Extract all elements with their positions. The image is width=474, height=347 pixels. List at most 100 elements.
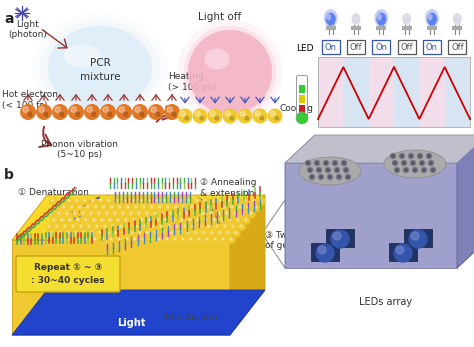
Circle shape: [88, 225, 90, 227]
Bar: [326, 26, 336, 30]
Circle shape: [402, 161, 406, 165]
Bar: [452, 26, 462, 30]
Circle shape: [106, 212, 108, 214]
Circle shape: [186, 198, 193, 205]
Text: On: On: [325, 42, 337, 51]
Circle shape: [116, 199, 118, 202]
Ellipse shape: [384, 150, 446, 178]
Circle shape: [207, 206, 209, 208]
Circle shape: [157, 204, 164, 212]
Circle shape: [196, 236, 204, 244]
Circle shape: [139, 231, 141, 234]
Circle shape: [146, 231, 149, 234]
Circle shape: [344, 168, 348, 172]
Circle shape: [343, 167, 349, 173]
Circle shape: [150, 223, 157, 231]
Circle shape: [61, 204, 69, 212]
Circle shape: [192, 109, 208, 124]
Circle shape: [99, 217, 107, 225]
Ellipse shape: [177, 19, 283, 125]
Circle shape: [427, 154, 431, 158]
Circle shape: [240, 111, 246, 116]
Circle shape: [72, 225, 74, 227]
Ellipse shape: [64, 44, 100, 68]
Circle shape: [66, 198, 73, 205]
Circle shape: [194, 198, 201, 205]
Ellipse shape: [299, 157, 361, 185]
Circle shape: [71, 107, 76, 112]
Circle shape: [152, 211, 160, 218]
Circle shape: [63, 206, 65, 208]
Bar: [343, 57, 369, 127]
Circle shape: [194, 212, 196, 214]
Circle shape: [166, 223, 173, 231]
Circle shape: [183, 225, 186, 227]
Circle shape: [315, 161, 319, 165]
Circle shape: [78, 238, 80, 240]
Circle shape: [51, 231, 53, 234]
Circle shape: [342, 161, 346, 165]
Circle shape: [141, 204, 149, 212]
Circle shape: [156, 236, 164, 244]
Circle shape: [156, 112, 160, 116]
Circle shape: [223, 206, 225, 208]
Circle shape: [55, 206, 57, 208]
Circle shape: [409, 230, 427, 248]
Circle shape: [170, 198, 178, 205]
Circle shape: [125, 219, 127, 221]
Circle shape: [130, 198, 137, 205]
Bar: [419, 57, 445, 127]
Circle shape: [148, 236, 155, 244]
Circle shape: [83, 217, 91, 225]
Circle shape: [218, 198, 226, 205]
Circle shape: [68, 199, 70, 202]
Circle shape: [52, 199, 54, 202]
Circle shape: [117, 219, 119, 221]
Circle shape: [331, 230, 349, 248]
Circle shape: [75, 217, 82, 225]
Circle shape: [226, 198, 234, 205]
Circle shape: [179, 217, 187, 225]
Text: Light
(photon): Light (photon): [9, 20, 47, 40]
Circle shape: [191, 206, 193, 208]
Bar: [401, 26, 411, 30]
Text: On: On: [426, 42, 438, 51]
Circle shape: [76, 112, 80, 116]
Circle shape: [140, 236, 147, 244]
Circle shape: [86, 238, 88, 240]
Circle shape: [187, 217, 195, 225]
Circle shape: [229, 204, 237, 212]
Polygon shape: [285, 240, 474, 268]
Circle shape: [150, 238, 152, 240]
Circle shape: [151, 206, 153, 208]
Circle shape: [196, 199, 198, 202]
Circle shape: [215, 116, 219, 120]
Circle shape: [125, 204, 133, 212]
Circle shape: [133, 204, 141, 212]
Text: Off: Off: [401, 42, 413, 51]
Circle shape: [107, 231, 109, 234]
Circle shape: [430, 167, 436, 173]
Circle shape: [214, 238, 216, 240]
Circle shape: [96, 225, 98, 227]
Circle shape: [122, 212, 124, 214]
Circle shape: [62, 238, 64, 240]
Bar: [318, 57, 343, 127]
Circle shape: [221, 219, 223, 221]
Circle shape: [124, 112, 128, 116]
FancyBboxPatch shape: [373, 40, 390, 54]
Circle shape: [410, 160, 416, 166]
Circle shape: [72, 211, 80, 218]
Circle shape: [126, 238, 128, 240]
Circle shape: [408, 153, 414, 159]
Circle shape: [208, 109, 222, 124]
Circle shape: [149, 219, 151, 221]
Circle shape: [67, 217, 74, 225]
Ellipse shape: [204, 49, 229, 69]
Circle shape: [113, 230, 120, 237]
Circle shape: [200, 211, 208, 218]
Circle shape: [185, 116, 189, 120]
Circle shape: [391, 154, 395, 158]
Circle shape: [154, 198, 162, 205]
Circle shape: [59, 231, 61, 234]
